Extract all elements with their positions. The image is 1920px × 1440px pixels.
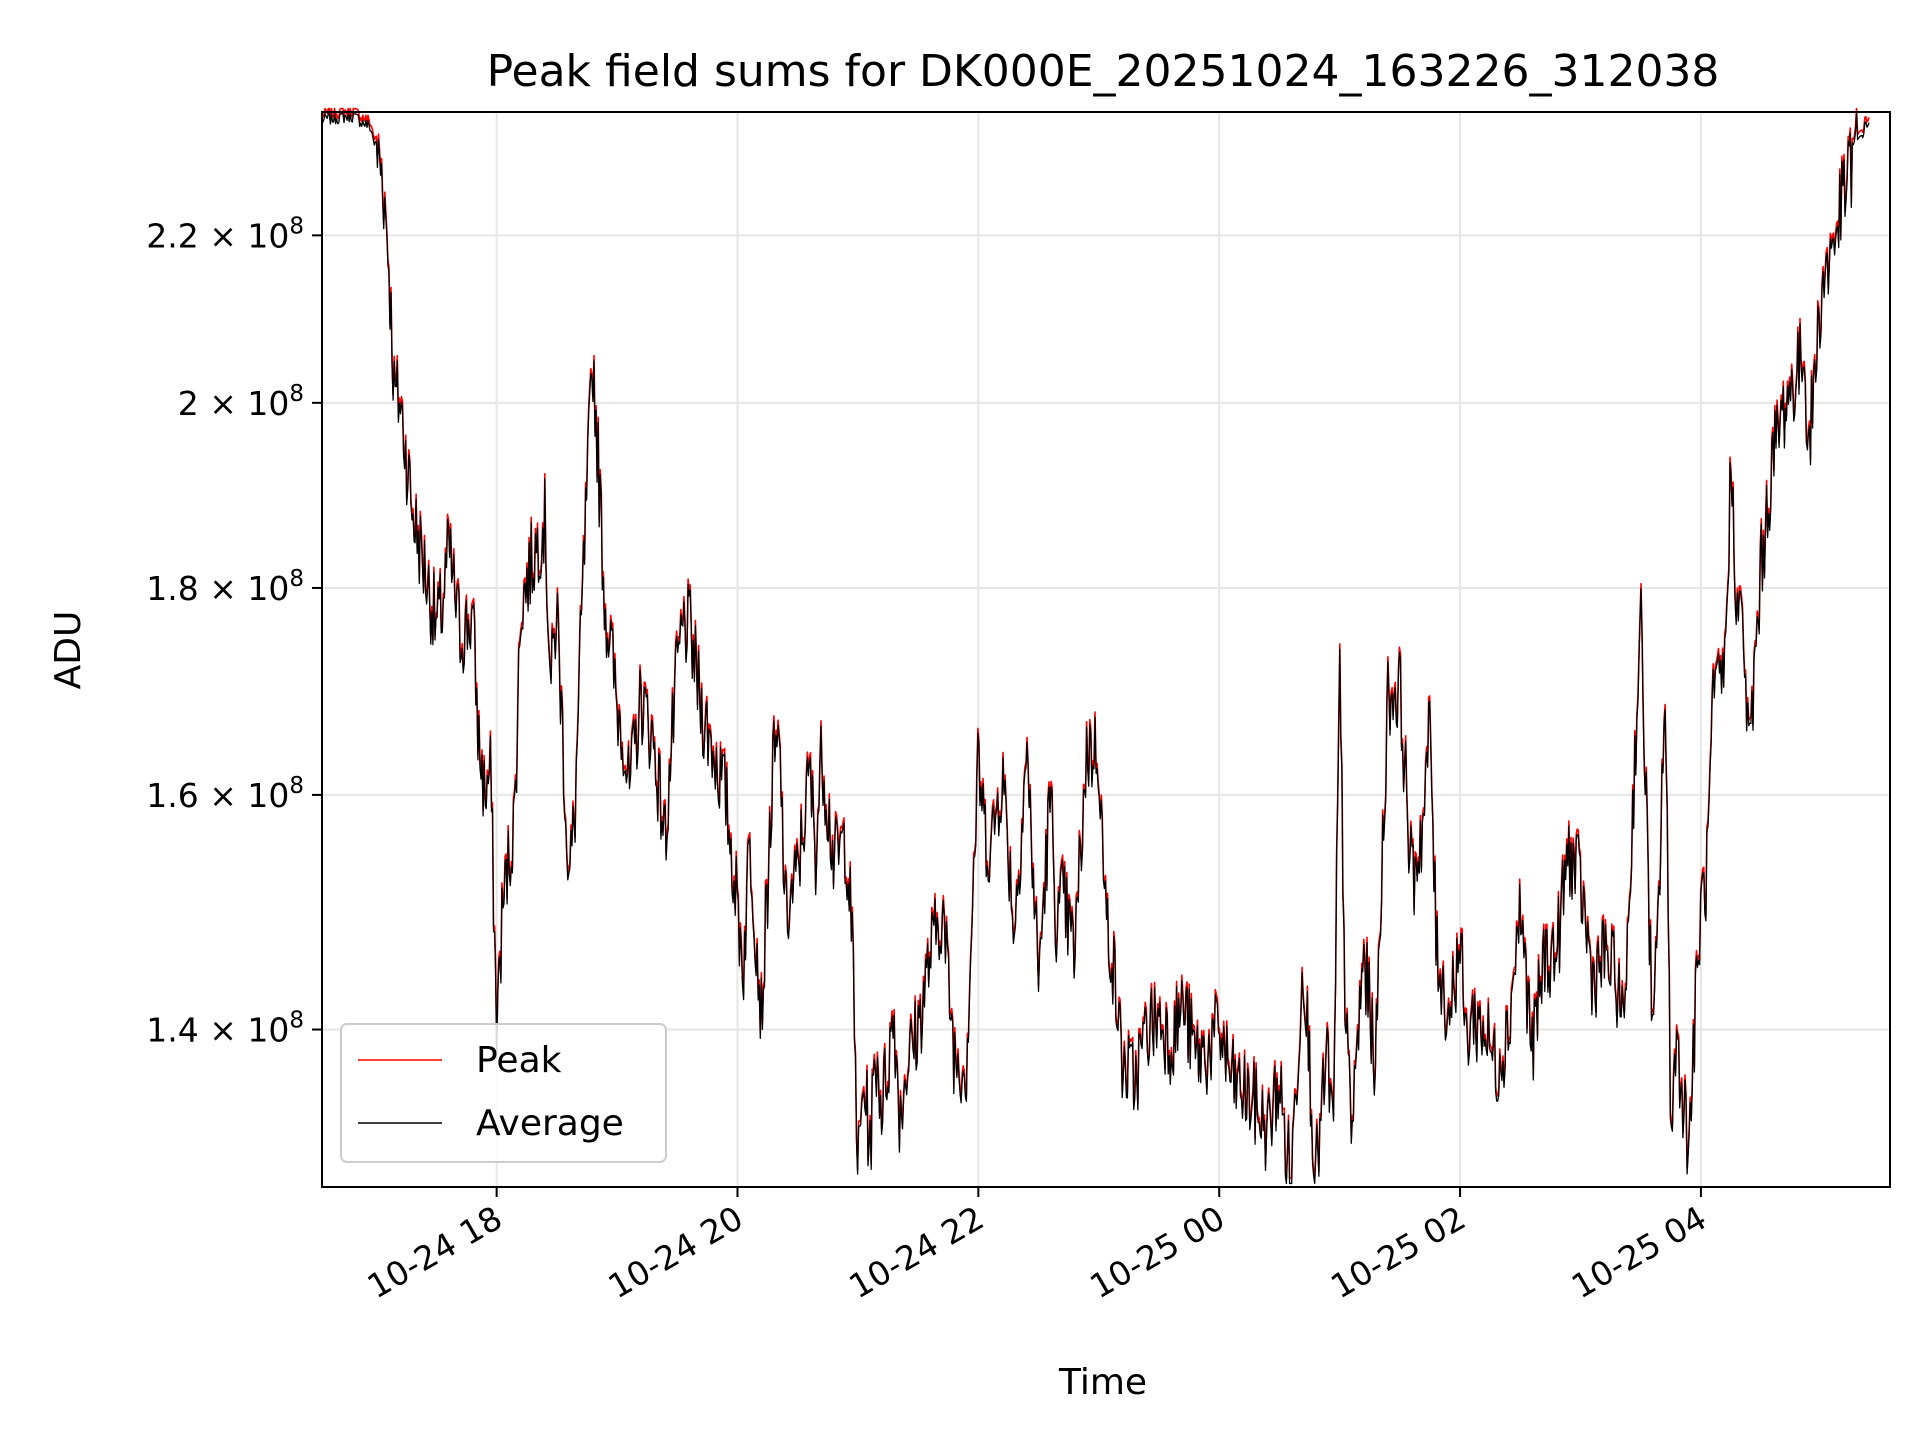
grid: [322, 112, 1890, 1187]
y-tick-label: 2.2 × 108: [146, 213, 304, 255]
legend-label-average: Average: [476, 1103, 624, 1144]
plot-frame: [321, 111, 1891, 1188]
y-tick-label: 2 × 108: [178, 381, 304, 423]
legend-box: [340, 1023, 667, 1163]
series-line-average: [321, 113, 1870, 1185]
x-axis-label: Time: [1058, 1362, 1147, 1403]
legend-label-peak: Peak: [476, 1040, 562, 1081]
y-tick-label: 1.8 × 108: [146, 566, 304, 608]
series-group: [321, 107, 1870, 1185]
chart-title: Peak field sums for DK000E_20251024_1632…: [487, 46, 1720, 97]
y-axis: 1.4 × 108 1.6 × 108 1.8 × 108 2 × 108 2.2 × …: [146, 213, 322, 1050]
legend: Peak Average: [340, 1023, 667, 1163]
y-axis-label: ADU: [48, 611, 89, 690]
y-tick-label: 1.4 × 108: [146, 1008, 304, 1050]
y-tick-label: 1.6 × 108: [146, 773, 304, 815]
